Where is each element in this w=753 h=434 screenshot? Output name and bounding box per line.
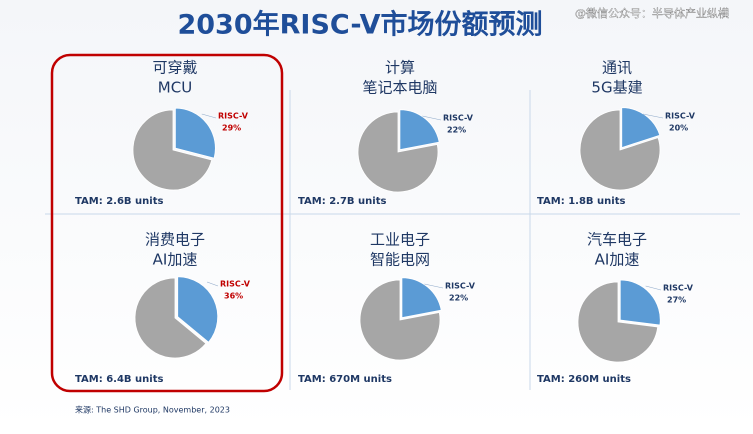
chart-title: AI加速 <box>595 251 640 269</box>
slice-label: RISC-V <box>220 280 251 289</box>
pie-slice <box>177 276 219 343</box>
chart-title: 通讯 <box>602 59 632 77</box>
slice-label: RISC-V <box>663 284 694 293</box>
value-label: 36% <box>224 292 243 301</box>
pie-slice <box>359 279 441 361</box>
chart-title: 智能电网 <box>370 251 430 269</box>
leader-line <box>201 113 217 119</box>
source: 来源: The SHD Group, November, 2023 <box>75 406 230 415</box>
annotation: TAM: 260M units <box>537 374 631 385</box>
slice-label: RISC-V <box>443 114 474 123</box>
chart-title: 汽车电子 <box>587 231 647 249</box>
chart-title: 计算 <box>385 59 415 77</box>
chart-title: 可穿戴 <box>152 59 197 77</box>
value-label: 22% <box>447 126 466 135</box>
chart-title: AI加速 <box>153 251 198 269</box>
value-label: 22% <box>449 294 468 303</box>
slice-label: RISC-V <box>218 112 249 121</box>
leader-line <box>422 115 442 121</box>
pie-slice <box>174 107 216 159</box>
leader-line <box>424 283 444 289</box>
leader-line <box>642 113 664 119</box>
chart-title: 5G基建 <box>591 79 642 97</box>
annotation: TAM: 670M units <box>298 374 392 385</box>
pie-slice <box>619 279 661 326</box>
pie-slice <box>132 109 213 191</box>
chart-title: 笔记本电脑 <box>362 79 437 97</box>
annotation: TAM: 2.7B units <box>298 196 386 207</box>
chart-title: MCU <box>158 79 192 97</box>
pie-slice <box>357 111 439 193</box>
slice-label: RISC-V <box>445 282 476 291</box>
chart-title: 消费电子 <box>145 231 205 249</box>
pie-slice <box>401 277 442 319</box>
value-label: 27% <box>667 296 686 305</box>
pie-slice <box>579 109 661 191</box>
value-label: 29% <box>222 124 241 133</box>
pie-slice <box>399 109 440 151</box>
watermark: @微信公众号：半导体产业纵横 <box>575 6 729 20</box>
value-label: 20% <box>669 124 688 133</box>
annotation: TAM: 6.4B units <box>75 374 163 385</box>
chart-title: 工业电子 <box>370 231 430 249</box>
leader-line <box>206 281 219 287</box>
pie-slice <box>134 277 207 359</box>
leader-line <box>645 285 662 291</box>
page-title: 2030年RISC-V市场份额预测 <box>177 9 542 41</box>
pie-slice <box>621 107 661 149</box>
annotation: TAM: 2.6B units <box>75 196 163 207</box>
slice-label: RISC-V <box>665 112 696 121</box>
annotation: TAM: 1.8B units <box>537 196 625 207</box>
highlight-box <box>50 53 284 393</box>
pie-slice <box>577 281 659 363</box>
